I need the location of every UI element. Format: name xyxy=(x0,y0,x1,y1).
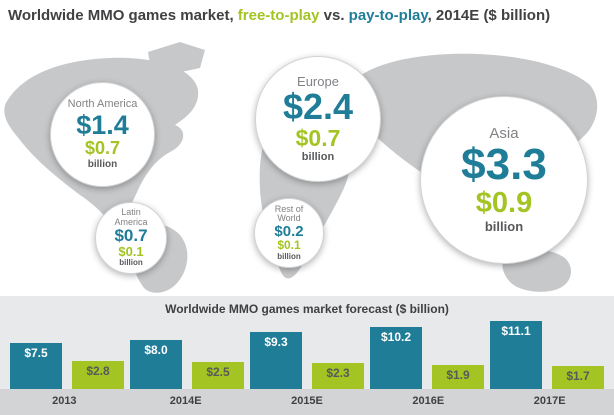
pay-to-play-value: $3.3 xyxy=(461,139,547,189)
pay-to-play-bar: $7.5 xyxy=(10,343,62,389)
free-to-play-bar: $2.8 xyxy=(72,361,124,389)
year-axis: 2013 2014E 2015E 2016E 2017E xyxy=(0,389,614,415)
year-label: 2015E xyxy=(291,395,323,407)
free-to-play-value: $0.1 xyxy=(277,238,301,253)
region-name: Rest of World xyxy=(274,203,304,224)
bar-value-label: $2.3 xyxy=(326,366,350,380)
bar-value-label: $7.5 xyxy=(24,346,48,360)
bar-value-label: $8.0 xyxy=(144,343,168,357)
billion-label: billion xyxy=(484,218,524,234)
bar-value-label: $1.7 xyxy=(566,369,590,383)
region-name: Europe xyxy=(297,73,339,89)
region-bubble-rest-of-world: Rest of World $0.2 $0.1 billion xyxy=(254,198,324,268)
pay-to-play-value: $1.4 xyxy=(76,109,129,140)
free-to-play-value: $0.1 xyxy=(118,243,144,259)
bar-group: $8.0 $2.5 xyxy=(130,340,244,389)
region-name: Latin America xyxy=(114,207,148,227)
billion-label: billion xyxy=(87,158,118,170)
pay-to-play-bar: $10.2 xyxy=(370,327,422,389)
region-bubble-latin-america: Latin America $0.7 $0.1 billion xyxy=(95,202,167,274)
region-bubble-north-america: North America $1.4 $0.7 billion xyxy=(50,82,155,187)
forecast-title: Worldwide MMO games market forecast ($ b… xyxy=(165,302,449,316)
region-name: North America xyxy=(67,98,138,111)
billion-label: billion xyxy=(301,151,335,164)
free-to-play-bar: $1.7 xyxy=(552,366,604,389)
year-label: 2017E xyxy=(533,395,566,407)
title-bar: Worldwide MMO games market, free-to-play… xyxy=(0,0,614,30)
free-to-play-bar: $2.3 xyxy=(312,363,364,389)
title-text: Worldwide MMO games market, xyxy=(8,7,238,24)
bar-group: $11.1 $1.7 xyxy=(490,321,604,389)
greenland-landmass xyxy=(148,42,205,74)
bar-value-label: $2.5 xyxy=(206,365,230,379)
free-to-play-value: $0.7 xyxy=(295,125,341,152)
pay-to-play-bar: $8.0 xyxy=(130,340,182,389)
world-map: North America $1.4 $0.7 billion Latin Am… xyxy=(0,30,614,296)
pay-to-play-value: $2.4 xyxy=(282,86,354,128)
bar-value-label: $11.1 xyxy=(501,324,531,338)
free-to-play-bar: $1.9 xyxy=(432,365,484,389)
title-pay-to-play: pay-to-play xyxy=(348,7,428,24)
year-label: 2014E xyxy=(169,395,202,407)
year-label: 2013 xyxy=(52,395,77,407)
bar-value-label: $10.2 xyxy=(380,330,412,344)
pay-to-play-value: $0.7 xyxy=(114,225,148,245)
page-title: Worldwide MMO games market, free-to-play… xyxy=(8,7,606,24)
title-text: vs. xyxy=(319,7,349,24)
free-to-play-value: $0.7 xyxy=(84,138,121,159)
bar-group: $9.3 $2.3 xyxy=(250,332,364,389)
pay-to-play-value: $0.2 xyxy=(274,222,304,240)
bar-value-label: $1.9 xyxy=(446,368,470,382)
free-to-play-bar: $2.5 xyxy=(192,362,244,389)
forecast-panel: Worldwide MMO games market forecast ($ b… xyxy=(0,296,614,415)
bar-value-label: $2.8 xyxy=(86,364,110,378)
bar-group: $10.2 $1.9 xyxy=(370,327,484,389)
title-free-to-play: free-to-play xyxy=(237,7,320,24)
region-bubble-europe: Europe $2.4 $0.7 billion xyxy=(255,56,381,182)
bar-group: $7.5 $2.8 xyxy=(10,343,124,389)
title-text: , 2014E ($ billion) xyxy=(427,7,551,24)
bar-value-label: $9.3 xyxy=(264,335,288,349)
billion-label: billion xyxy=(119,258,143,268)
year-label: 2016E xyxy=(412,395,445,407)
free-to-play-value: $0.9 xyxy=(475,186,533,219)
region-name: Asia xyxy=(489,124,519,142)
region-bubble-asia: Asia $3.3 $0.9 billion xyxy=(420,96,588,264)
billion-label: billion xyxy=(277,251,301,261)
pay-to-play-bar: $9.3 xyxy=(250,332,302,389)
pay-to-play-bar: $11.1 xyxy=(490,321,542,389)
forecast-bar-chart: $7.5 $2.8 $8.0 $2.5 $9.3 $2.3 $10.2 $1.9… xyxy=(0,316,614,389)
